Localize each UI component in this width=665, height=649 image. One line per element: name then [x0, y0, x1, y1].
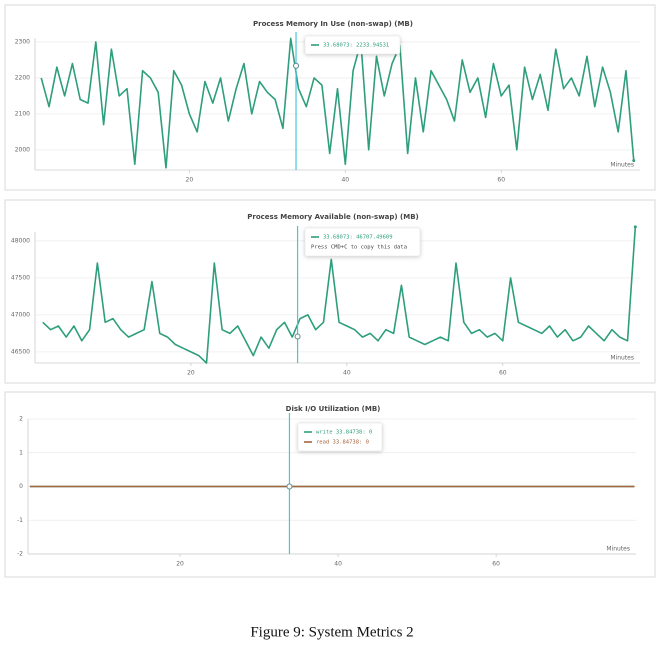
- cursor-dot: [293, 62, 300, 69]
- y-tick-label: 48000: [11, 237, 30, 244]
- cursor-dot: [294, 333, 301, 340]
- y-tick-label: 47500: [11, 274, 30, 281]
- y-tick-label: 2: [19, 416, 23, 423]
- y-tick-label: 2300: [15, 38, 30, 45]
- tooltip: [297, 422, 383, 452]
- cursor-dot: [286, 483, 293, 490]
- tooltip: [304, 35, 401, 55]
- y-tick-label: 0: [19, 483, 23, 490]
- tooltip-text: 33.68073: 46707.49609: [323, 235, 393, 241]
- x-tick-label: 60: [492, 561, 500, 568]
- caption: Figure 9: System Metrics 2: [250, 624, 413, 640]
- y-tick-label: 2200: [15, 74, 30, 81]
- x-axis-label: Minutes: [606, 546, 630, 553]
- y-tick-label: 1: [19, 449, 23, 456]
- y-tick-label: -1: [17, 517, 23, 524]
- series-line: [42, 226, 637, 364]
- x-tick-label: 20: [176, 561, 184, 568]
- tooltip-text: write 33.84738: 0: [316, 430, 372, 436]
- chart-title: Process Memory In Use (non-swap) (MB): [253, 20, 413, 28]
- y-tick-label: -2: [17, 551, 23, 558]
- x-axis-label: Minutes: [610, 162, 634, 169]
- end-dot: [633, 225, 637, 229]
- y-tick-label: 46500: [11, 348, 30, 355]
- x-tick-label: 40: [334, 561, 342, 568]
- y-tick-label: 2000: [15, 146, 30, 153]
- series-line: [40, 37, 635, 169]
- end-dot: [632, 159, 636, 163]
- x-tick-label: 20: [187, 370, 195, 377]
- x-axis-label: Minutes: [610, 355, 634, 362]
- x-tick-label: 60: [497, 177, 505, 184]
- panel: [4, 199, 656, 384]
- chart-title: Process Memory Available (non-swap) (MB): [247, 213, 418, 221]
- panel: [4, 391, 656, 578]
- x-tick-label: 20: [186, 177, 194, 184]
- chart-title: Disk I/O Utilization (MB): [286, 405, 381, 413]
- y-tick-label: 47000: [11, 311, 30, 318]
- panel: [4, 4, 656, 191]
- tooltip-text: Press CMD+C to copy this data: [311, 245, 407, 251]
- tooltip: [304, 227, 421, 257]
- tooltip-text: read 33.84738: 0: [316, 440, 369, 446]
- x-tick-label: 40: [341, 177, 349, 184]
- x-tick-label: 60: [499, 370, 507, 377]
- y-tick-label: 2100: [15, 110, 30, 117]
- x-tick-label: 40: [343, 370, 351, 377]
- tooltip-text: 33.68073: 2233.94531: [323, 43, 389, 49]
